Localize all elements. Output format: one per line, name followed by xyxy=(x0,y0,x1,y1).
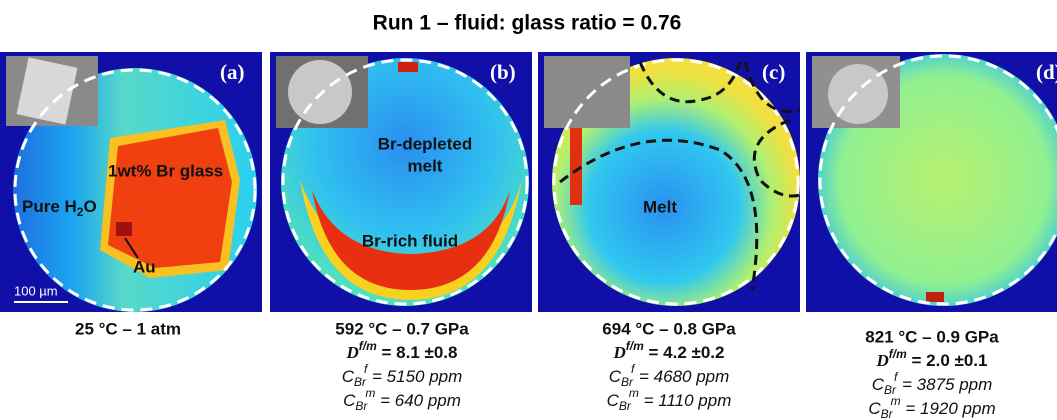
region-label: Pure H2O xyxy=(22,197,97,219)
partition-value: Df/m = 4.2 ±0.2 xyxy=(613,339,725,362)
region-label: 1wt% Br glass xyxy=(108,161,223,180)
panel-letter: (d) xyxy=(1036,60,1057,84)
fluid-value: CBrf = 5150 ppm xyxy=(342,362,463,389)
condition: 592 °C – 0.7 GPa xyxy=(335,319,469,338)
scale-label: 100 µm xyxy=(14,283,58,298)
condition: 821 °C – 0.9 GPa xyxy=(865,327,999,346)
fluid-value: CBrf = 4680 ppm xyxy=(609,362,730,389)
region-label: melt xyxy=(408,156,443,175)
region-label: Br-rich fluid xyxy=(362,231,458,250)
panel-letter: (c) xyxy=(762,60,785,84)
region-label: Au xyxy=(133,257,156,276)
title: Run 1 – fluid: glass ratio = 0.76 xyxy=(373,12,682,35)
region-label: Br-depleted xyxy=(378,134,472,153)
region-label: Melt xyxy=(643,197,677,216)
fluid-value: CBrf = 3875 ppm xyxy=(872,370,993,397)
melt-value: CBrm = 640 ppm xyxy=(343,386,461,413)
melt-value: CBrm = 1920 ppm xyxy=(868,394,995,420)
panel-b xyxy=(270,52,532,312)
melt-value: CBrm = 1110 ppm xyxy=(607,386,732,413)
panel-letter: (a) xyxy=(220,60,245,84)
condition: 694 °C – 0.8 GPa xyxy=(602,319,736,338)
panel-c xyxy=(538,52,800,312)
condition: 25 °C – 1 atm xyxy=(75,319,181,338)
panel-d xyxy=(806,52,1057,312)
partition-value: Df/m = 2.0 ±0.1 xyxy=(876,347,988,370)
panel-letter: (b) xyxy=(490,60,516,84)
partition-value: Df/m = 8.1 ±0.8 xyxy=(346,339,458,362)
panel-a xyxy=(0,52,262,312)
